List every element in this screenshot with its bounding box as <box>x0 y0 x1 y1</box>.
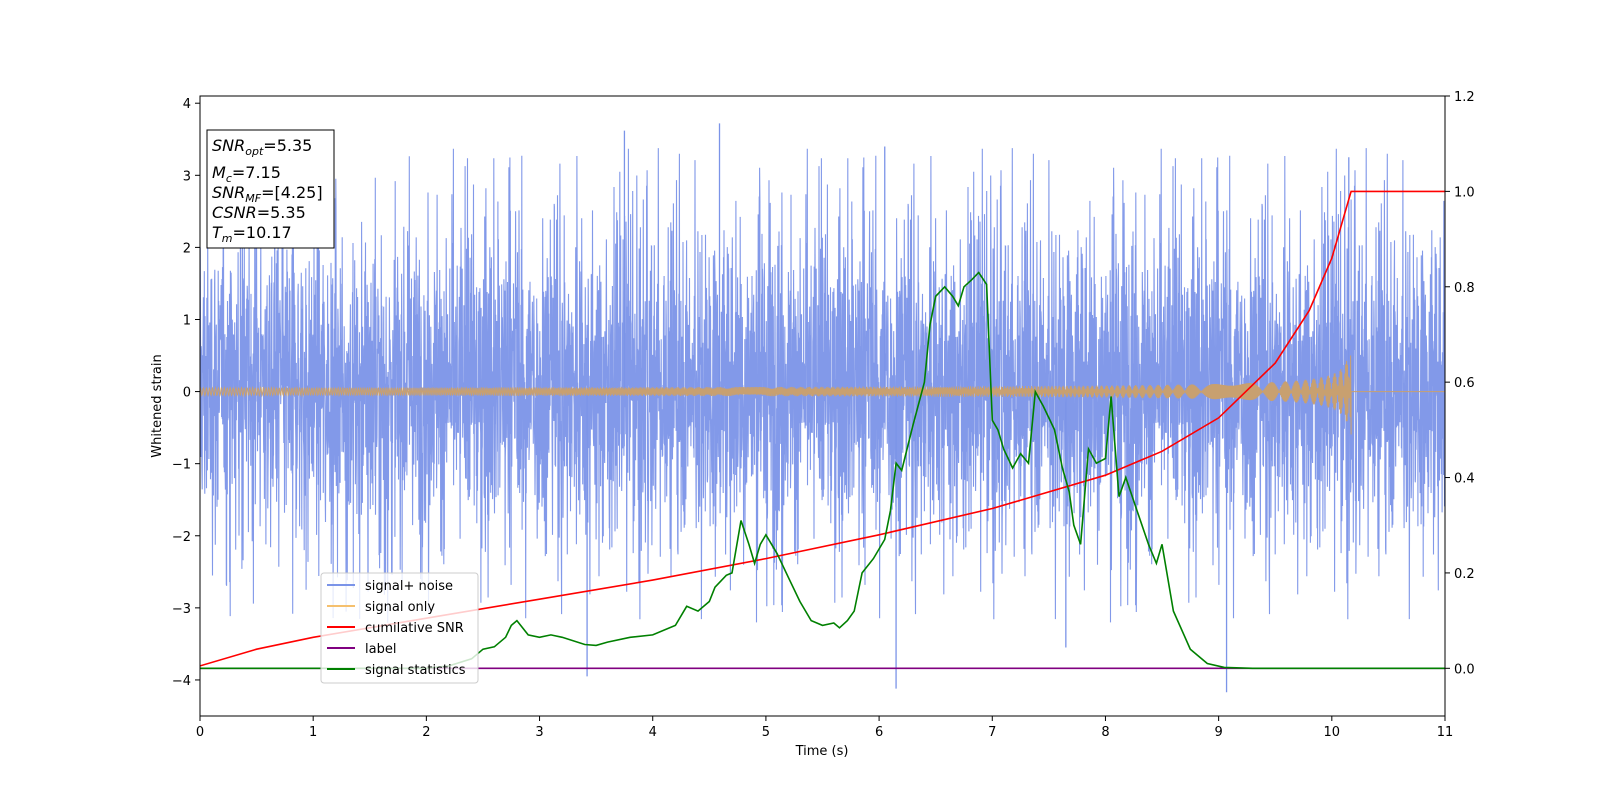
info-merger-time: Tm=10.17 <box>212 223 292 245</box>
info-chirp-mass: Mc=7.15 <box>212 163 281 185</box>
plot-frame <box>199 95 1446 717</box>
left-y-tick-label: −4 <box>172 674 191 689</box>
series-signal-statistics <box>200 271 1445 670</box>
left-y-tick-label: −1 <box>172 458 191 473</box>
parameter-info-box: SNRopt=5.35 Mc=7.15 SNRMF=[4.25] CSNR=5.… <box>206 129 335 249</box>
left-y-tick-label: 2 <box>183 241 191 256</box>
x-tick-label: 11 <box>1437 725 1454 740</box>
right-y-tick-label: 1.2 <box>1454 90 1475 105</box>
series-signal-only <box>200 355 1445 435</box>
right-y-tick-label: 0.0 <box>1454 662 1475 677</box>
x-tick-label: 6 <box>875 725 883 740</box>
x-axis-ticks: 0 1 2 3 4 5 6 7 8 9 10 11 <box>196 716 1453 740</box>
legend-frame <box>320 572 479 684</box>
legend-label-signal-statistics: signal statistics <box>365 663 466 678</box>
x-tick-label: 0 <box>196 725 204 740</box>
left-y-tick-label: −2 <box>172 530 191 545</box>
left-y-tick-label: −3 <box>172 602 191 617</box>
right-y-tick-label: 1.0 <box>1454 185 1475 200</box>
x-tick-label: 9 <box>1214 725 1222 740</box>
legend: signal+ noise signal only cumilative SNR… <box>320 572 479 684</box>
legend-label-signal-only: signal only <box>365 600 435 615</box>
right-y-tick-label: 0.2 <box>1454 567 1475 582</box>
x-axis-title: Time (s) <box>795 744 849 759</box>
legend-label-cumulative-snr: cumilative SNR <box>365 621 464 636</box>
right-y-axis-ticks: 1.2 1.0 0.8 0.6 0.4 0.2 0.0 <box>1445 90 1475 677</box>
left-y-tick-label: 0 <box>183 386 191 401</box>
x-tick-label: 5 <box>762 725 770 740</box>
left-y-tick-label: 1 <box>183 313 191 328</box>
info-snr-mf: SNRMF=[4.25] <box>212 183 323 205</box>
right-y-tick-label: 0.4 <box>1454 472 1475 487</box>
left-y-axis-title: Whitened strain <box>150 354 165 457</box>
info-snr-opt: SNRopt=5.35 <box>212 136 312 158</box>
right-y-tick-label: 0.8 <box>1454 281 1475 296</box>
x-tick-label: 3 <box>535 725 543 740</box>
x-tick-label: 2 <box>422 725 430 740</box>
x-tick-label: 7 <box>988 725 996 740</box>
series-signal-noise <box>200 146 1445 623</box>
info-box-frame <box>206 129 335 249</box>
legend-label-signal-noise: signal+ noise <box>365 579 453 594</box>
left-y-tick-label: 4 <box>183 97 191 112</box>
x-tick-label: 8 <box>1101 725 1109 740</box>
legend-label-label: label <box>365 642 396 657</box>
x-tick-label: 4 <box>649 725 657 740</box>
x-tick-label: 1 <box>309 725 317 740</box>
left-y-axis-ticks: 4 3 2 1 0 −1 −2 −3 −4 <box>172 97 200 689</box>
right-y-tick-label: 0.6 <box>1454 376 1475 391</box>
info-csnr: CSNR=5.35 <box>212 203 306 222</box>
x-tick-label: 10 <box>1324 725 1341 740</box>
left-y-tick-label: 3 <box>183 169 191 184</box>
